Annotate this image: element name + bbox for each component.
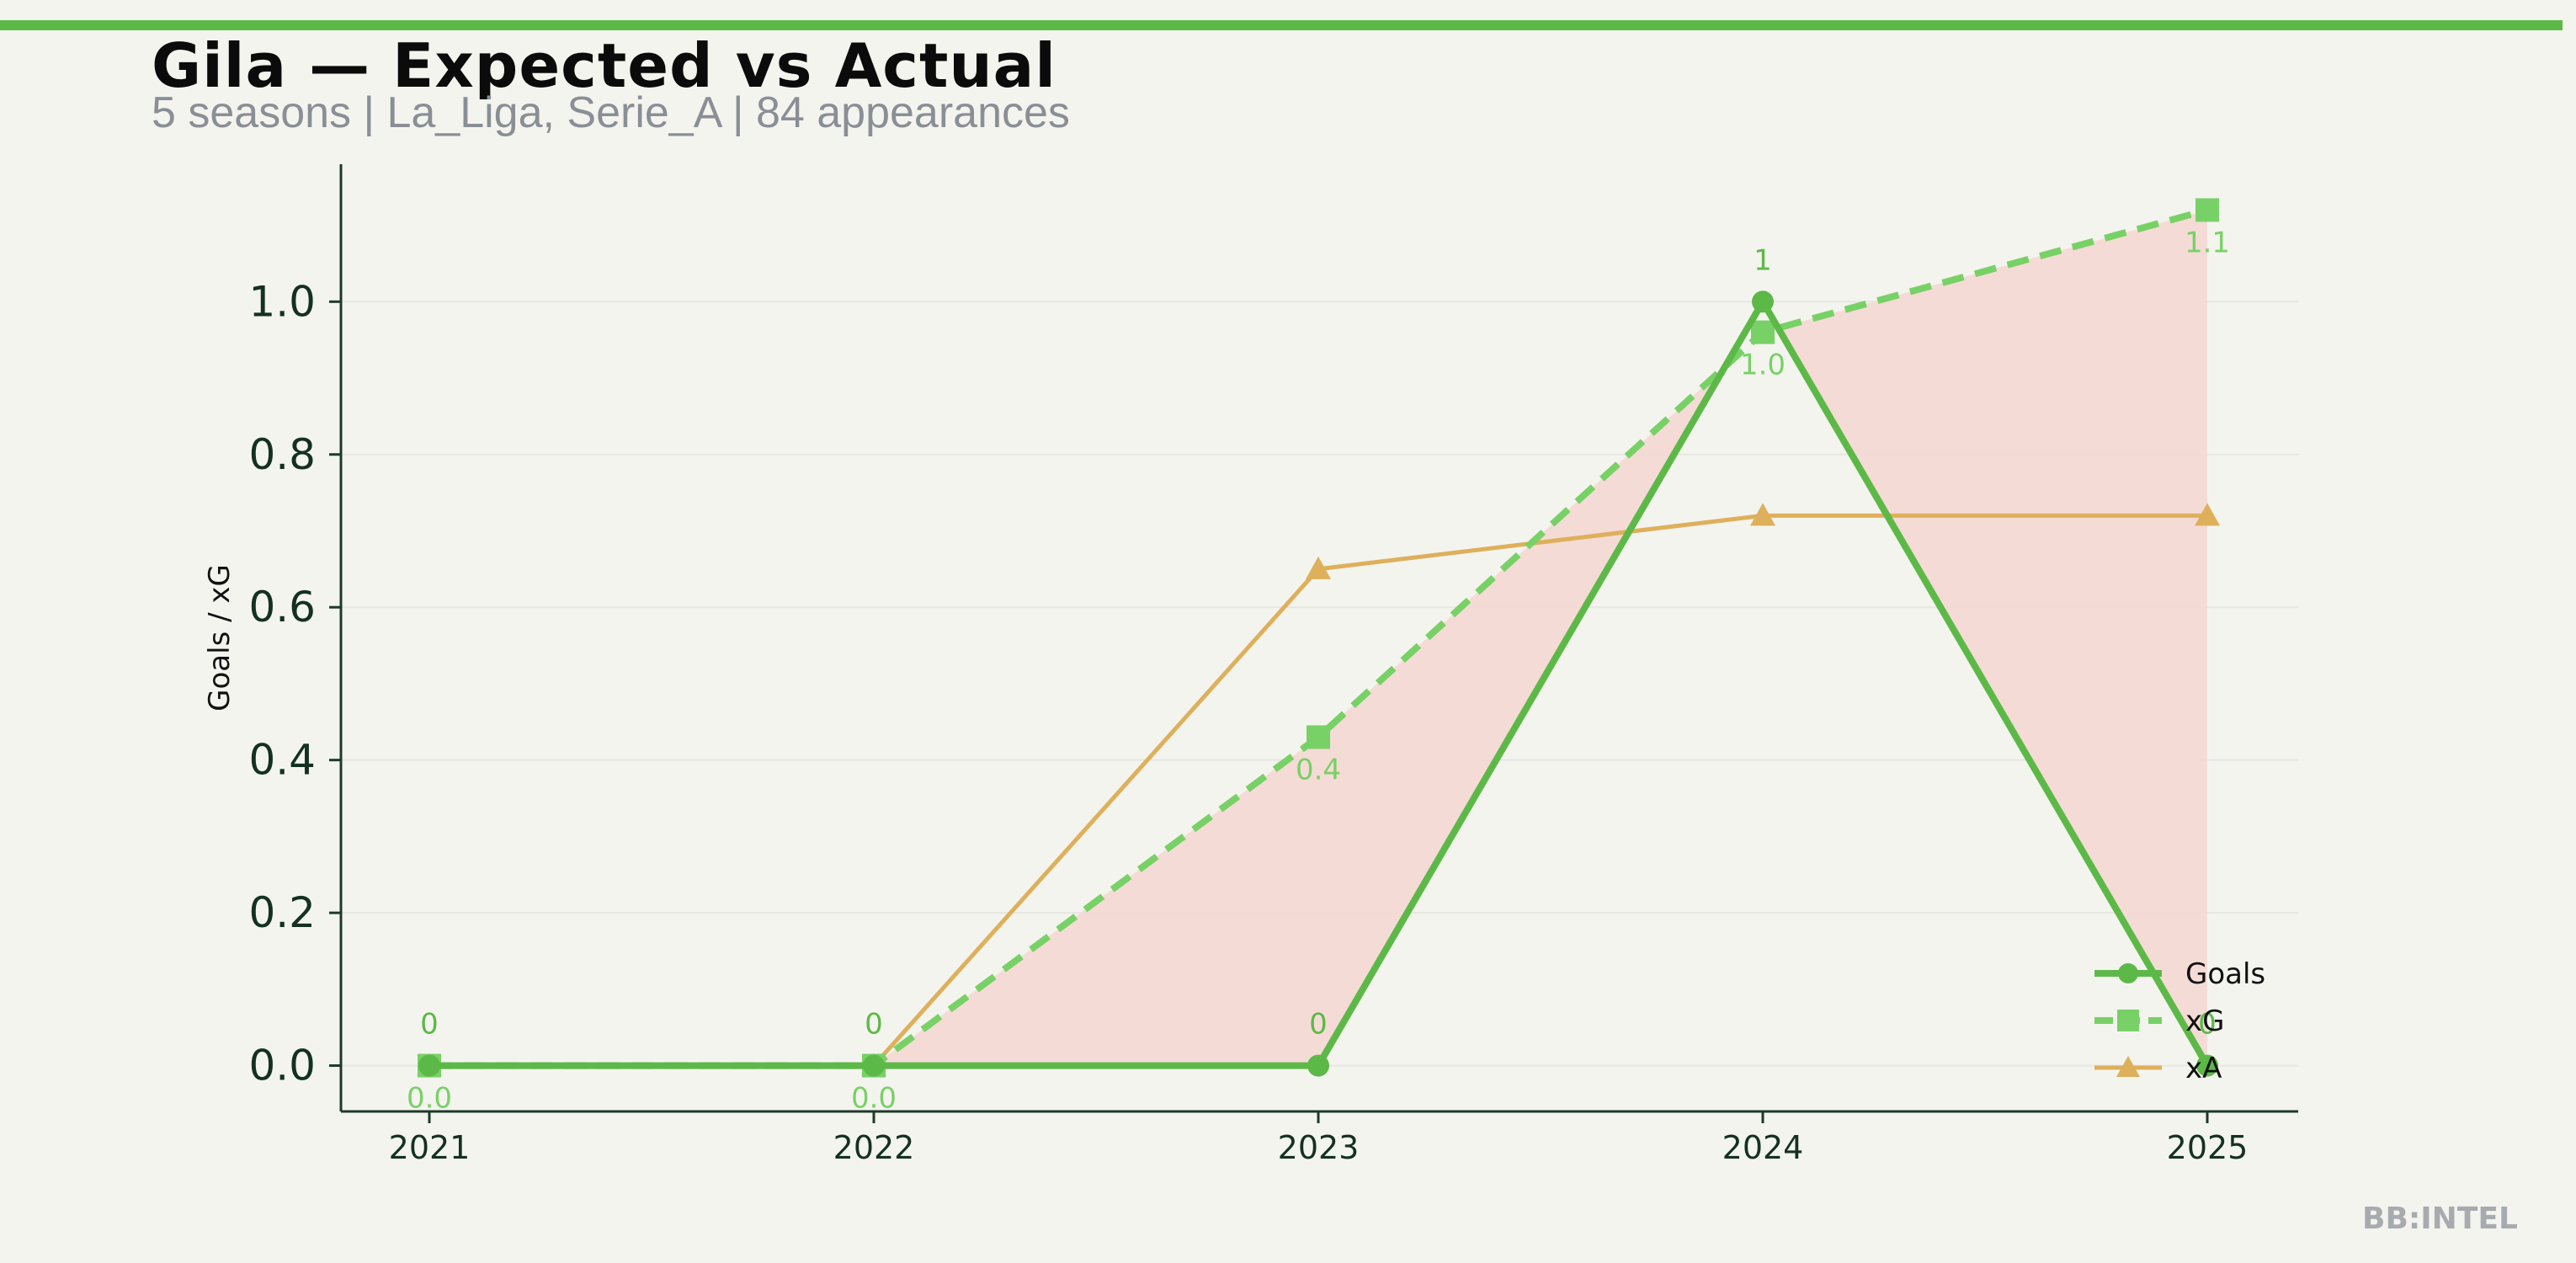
chart-subtitle: 5 seasons | La_Liga, Serie_A | 84 appear…	[152, 88, 1070, 137]
goals-data-label: 0	[1309, 1008, 1328, 1042]
goals-point	[2196, 1054, 2218, 1077]
y-tick-label: 1.0	[248, 277, 316, 326]
xg-data-label: 1.0	[1740, 349, 1786, 382]
goals-data-label: 0	[2198, 1008, 2217, 1042]
legend-label-xa: xA	[2185, 1052, 2222, 1085]
goals-data-label: 0	[865, 1008, 883, 1042]
legend-label-goals: Goals	[2185, 957, 2265, 991]
y-axis-label: Goals / xG	[203, 564, 237, 711]
xg-data-label: 0.0	[851, 1082, 897, 1116]
goals-point	[1307, 1054, 1329, 1077]
series-lines	[417, 198, 2220, 1078]
goals-point	[1752, 290, 1774, 313]
chart-title: Gila — Expected vs Actual	[152, 30, 1056, 101]
xg-point	[2195, 198, 2219, 222]
data-labels: 0 0 0 1 0 0.0 0.0 0.4 1.0 1.1	[407, 226, 2230, 1115]
goals-point	[418, 1054, 440, 1077]
goals-data-label: 1	[1754, 243, 1772, 277]
x-tick-label: 2024	[1722, 1129, 1804, 1166]
gap-fill-area	[429, 210, 2207, 1066]
x-tick-label: 2025	[2167, 1129, 2249, 1166]
y-tick-label: 0.6	[248, 583, 316, 632]
y-tick-label: 0.4	[248, 736, 316, 785]
xa-point	[2195, 503, 2220, 526]
legend-marker-xg	[2117, 1010, 2139, 1031]
legend-marker-goals	[2118, 963, 2138, 983]
y-tick-label: 0.0	[248, 1042, 316, 1090]
goals-data-label: 0	[420, 1008, 439, 1042]
legend-label-xg: xG	[2185, 1005, 2224, 1038]
xa-point	[1306, 556, 1331, 579]
x-tick-label: 2021	[389, 1129, 471, 1166]
xg-data-label: 0.0	[407, 1082, 452, 1116]
xg-data-label: 1.1	[2185, 226, 2230, 259]
xg-data-label: 0.4	[1296, 753, 1341, 786]
accent-bar	[0, 20, 2563, 30]
x-tick-label: 2023	[1278, 1129, 1360, 1166]
goals-point	[863, 1054, 885, 1077]
xg-over-goals-fill	[429, 210, 2207, 1066]
xa-point	[1750, 503, 1775, 526]
y-tick-label: 0.2	[248, 888, 316, 937]
legend: Goals xG xA	[2094, 957, 2265, 1085]
brand-watermark: BB:INTEL	[2362, 1202, 2518, 1236]
xg-point	[1751, 320, 1775, 344]
legend-marker-xa	[2116, 1056, 2140, 1077]
axes: 0.0 0.2 0.4 0.6 0.8 1.0 2021 2022 2023 2024 2025 Go…	[203, 164, 2298, 1166]
x-tick-label: 2022	[833, 1129, 915, 1166]
y-tick-label: 0.8	[248, 430, 316, 479]
xg-point	[1307, 725, 1330, 749]
